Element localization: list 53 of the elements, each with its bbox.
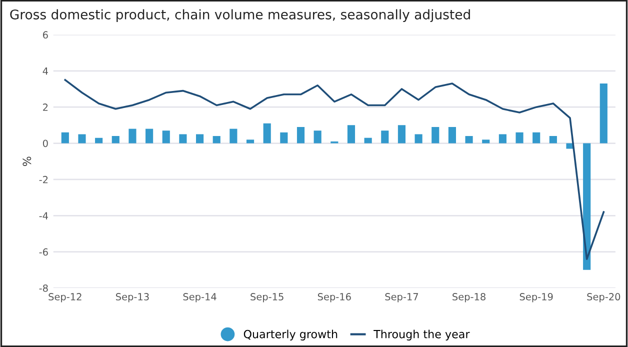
x-tick-label: Sep-20: [587, 293, 620, 302]
bar: [364, 138, 372, 144]
bar: [280, 132, 288, 144]
x-tick-label: Sep-19: [520, 293, 553, 302]
bar: [246, 140, 254, 144]
bar: [448, 126, 456, 144]
bar: [600, 84, 608, 144]
x-tick-label: Sep-16: [318, 293, 351, 302]
bar: [482, 140, 490, 144]
chart-title: Gross domestic product, chain volume measures, seasonally adjusted: [10, 9, 470, 22]
x-tick-label: Sep-18: [452, 293, 486, 302]
bar: [179, 134, 187, 144]
bar: [314, 130, 322, 144]
bar: [465, 136, 473, 144]
bar: [432, 126, 440, 144]
y-tick-label: -6: [39, 248, 48, 256]
bar: [516, 132, 524, 144]
bar: [230, 128, 238, 144]
x-tick-label: Sep-17: [385, 293, 418, 302]
y-tick-label: 4: [42, 67, 48, 75]
bar: [532, 132, 540, 144]
y-tick-label: 2: [43, 104, 48, 111]
bar: [61, 132, 69, 144]
line-series: [64, 79, 605, 260]
bar: [414, 134, 422, 144]
x-tick-label: Sep-12: [48, 293, 82, 302]
bar: [398, 125, 406, 144]
y-tick-label: -8: [39, 284, 48, 292]
bar: [128, 128, 136, 144]
bar: [381, 130, 389, 144]
bar: [196, 134, 204, 144]
bar: [212, 136, 220, 144]
x-tick-label: Sep-13: [116, 293, 149, 302]
x-tick-label: Sep-15: [250, 293, 284, 302]
legend-label: Quarterly growth: [244, 330, 338, 340]
bar: [95, 138, 103, 144]
y-axis-title: %: [22, 156, 32, 166]
y-tick-label: 6: [43, 31, 48, 39]
legend-label: Through the year: [374, 330, 470, 340]
bar: [263, 123, 271, 144]
bar: [146, 128, 154, 144]
bar: [78, 134, 86, 144]
y-tick-label: 0: [42, 140, 48, 148]
bar: [498, 134, 506, 144]
bar: [347, 125, 356, 144]
x-tick-label: Sep-14: [183, 293, 216, 302]
bar: [112, 136, 120, 144]
bar: [162, 130, 170, 144]
bar: [549, 136, 557, 144]
bar: [583, 143, 591, 270]
y-tick-label: -4: [39, 212, 48, 220]
bar: [296, 126, 305, 144]
y-tick-label: -2: [39, 176, 48, 184]
